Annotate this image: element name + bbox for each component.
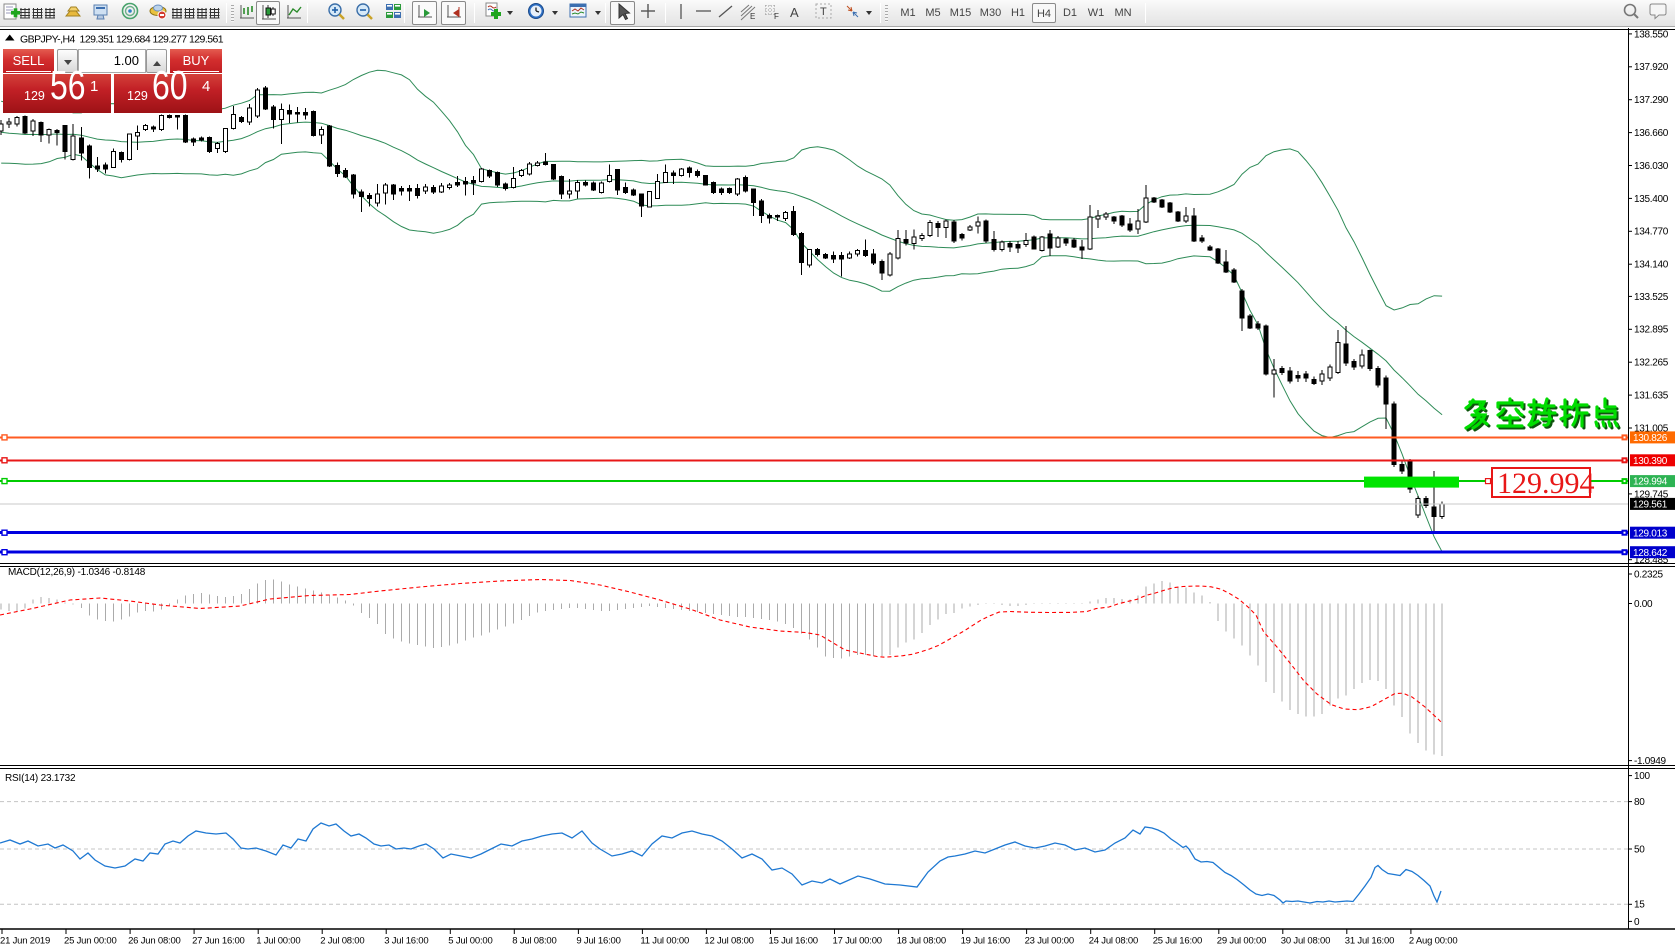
svg-text:0.00: 0.00 (1634, 599, 1653, 610)
svg-text:50: 50 (1634, 844, 1645, 855)
svg-text:2 Aug 00:00: 2 Aug 00:00 (1409, 936, 1458, 947)
svg-text:128.642: 128.642 (1633, 548, 1668, 559)
svg-text:131.635: 131.635 (1634, 391, 1669, 402)
svg-text:133.525: 133.525 (1634, 292, 1669, 303)
svg-text:0.2325: 0.2325 (1634, 569, 1664, 580)
svg-text:80: 80 (1634, 797, 1645, 808)
svg-text:136.030: 136.030 (1634, 161, 1669, 172)
svg-text:131.005: 131.005 (1634, 423, 1669, 434)
svg-text:128.485: 128.485 (1634, 555, 1669, 566)
svg-text:29 Jul 00:00: 29 Jul 00:00 (1217, 936, 1266, 947)
svg-text:31 Jul 16:00: 31 Jul 16:00 (1345, 936, 1394, 947)
svg-text:26 Jun 08:00: 26 Jun 08:00 (128, 936, 181, 947)
svg-text:GBPJPY-,H4 129.351 129.684 12: GBPJPY-,H4 129.351 129.684 129.277 129.5… (20, 34, 224, 46)
svg-text:135.400: 135.400 (1634, 194, 1669, 205)
svg-text:132.265: 132.265 (1634, 358, 1669, 369)
svg-text:24 Jul 08:00: 24 Jul 08:00 (1089, 936, 1138, 947)
svg-text:12 Jul 08:00: 12 Jul 08:00 (704, 936, 753, 947)
svg-text:F: F (774, 12, 779, 21)
svg-text:137.920: 137.920 (1634, 62, 1669, 73)
svg-text:130.390: 130.390 (1633, 456, 1668, 467)
svg-text:129.561: 129.561 (1633, 500, 1668, 511)
svg-text:21 Jun 2019: 21 Jun 2019 (0, 936, 50, 947)
svg-text:137.290: 137.290 (1634, 95, 1669, 106)
svg-text:100: 100 (1634, 771, 1651, 782)
svg-text:25 Jun 00:00: 25 Jun 00:00 (64, 936, 117, 947)
svg-text:9 Jul 16:00: 9 Jul 16:00 (576, 936, 620, 947)
svg-text:15 Jul 16:00: 15 Jul 16:00 (769, 936, 818, 947)
svg-text:130.826: 130.826 (1633, 433, 1668, 444)
svg-text:18 Jul 08:00: 18 Jul 08:00 (897, 936, 946, 947)
svg-text:25 Jul 16:00: 25 Jul 16:00 (1153, 936, 1202, 947)
svg-text:27 Jun 16:00: 27 Jun 16:00 (192, 936, 245, 947)
svg-text:136.660: 136.660 (1634, 128, 1669, 139)
svg-text:3 Jul 16:00: 3 Jul 16:00 (384, 936, 428, 947)
svg-text:T: T (820, 6, 827, 18)
svg-text:129.745: 129.745 (1634, 489, 1669, 500)
svg-text:15: 15 (1634, 900, 1645, 911)
svg-text:RSI(14) 23.1732: RSI(14) 23.1732 (5, 773, 76, 784)
svg-text:17 Jul 00:00: 17 Jul 00:00 (833, 936, 882, 947)
svg-text:8 Jul 08:00: 8 Jul 08:00 (512, 936, 556, 947)
svg-text:19 Jul 16:00: 19 Jul 16:00 (961, 936, 1010, 947)
svg-text:138.550: 138.550 (1634, 29, 1669, 40)
svg-text:2 Jul 08:00: 2 Jul 08:00 (320, 936, 364, 947)
svg-text:30 Jul 08:00: 30 Jul 08:00 (1281, 936, 1330, 947)
svg-text:129.994: 129.994 (1633, 477, 1668, 488)
svg-text:E: E (750, 12, 755, 21)
svg-text:129.013: 129.013 (1633, 528, 1668, 539)
svg-text:11 Jul 00:00: 11 Jul 00:00 (640, 936, 689, 947)
svg-text:134.770: 134.770 (1634, 227, 1669, 238)
svg-text:132.895: 132.895 (1634, 325, 1669, 336)
svg-text:1 Jul 00:00: 1 Jul 00:00 (256, 936, 300, 947)
svg-text:5 Jul 00:00: 5 Jul 00:00 (448, 936, 492, 947)
svg-text:MACD(12,26,9) -1.0346 -0.8148: MACD(12,26,9) -1.0346 -0.8148 (8, 567, 146, 578)
svg-text:0: 0 (1634, 917, 1640, 928)
svg-text:23 Jul 00:00: 23 Jul 00:00 (1025, 936, 1074, 947)
svg-text:134.140: 134.140 (1634, 260, 1669, 271)
svg-text:-1.0949: -1.0949 (1634, 756, 1667, 767)
